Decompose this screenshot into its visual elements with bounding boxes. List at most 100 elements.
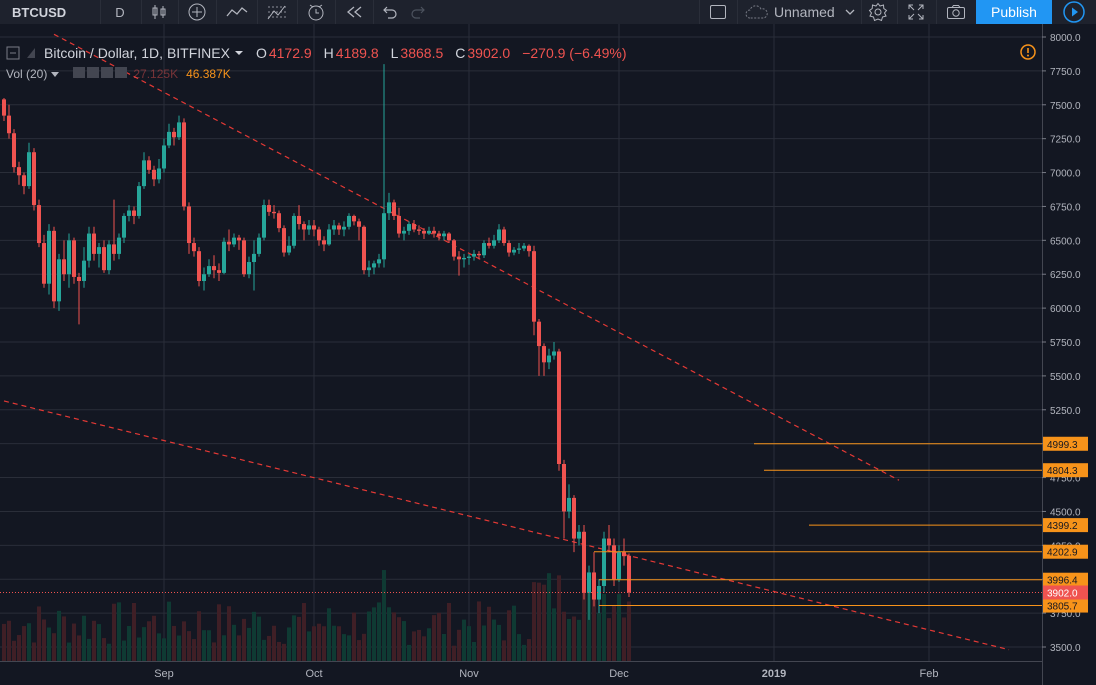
toolbar-divider — [737, 0, 738, 24]
price-tick-label: 7250.0 — [1050, 135, 1081, 146]
candle-body — [192, 243, 196, 252]
visibility-icon[interactable] — [73, 67, 86, 78]
volume-bar — [92, 620, 96, 661]
symbol-search-button[interactable]: BTCUSD — [0, 0, 70, 24]
volume-bar — [292, 615, 296, 661]
price-axis[interactable]: 8000.0 7750.0 7500.0 7250.0 7000.0 6750.0 6500… — [1042, 24, 1096, 685]
undo-button[interactable] — [377, 0, 403, 24]
volume-label[interactable]: Vol (20) — [6, 67, 48, 81]
time-tick-label: Dec — [609, 668, 629, 680]
last-price-label: 3902.0 — [1047, 589, 1078, 600]
candle-body — [222, 241, 226, 273]
candle-body — [307, 225, 311, 230]
warning-icon[interactable] — [1020, 44, 1036, 60]
line-tool-button[interactable] — [221, 0, 253, 24]
volume-bar — [242, 618, 246, 661]
add-indicator-button[interactable] — [182, 0, 212, 24]
price-tick-label: 4750.0 — [1050, 474, 1081, 485]
volume-bar — [627, 601, 631, 661]
candle-body — [87, 233, 91, 261]
candle-body — [17, 167, 21, 176]
volume-bar — [112, 603, 116, 661]
toolbar-divider — [861, 0, 862, 24]
candle-body — [537, 321, 541, 347]
candle-body — [512, 249, 516, 253]
time-tick-label: Oct — [305, 668, 322, 680]
volume-bar — [117, 602, 121, 661]
collapse-legend-icon[interactable] — [6, 46, 20, 60]
volume-bar — [217, 604, 221, 661]
candle-body — [557, 351, 561, 464]
alert-button[interactable] — [301, 0, 331, 24]
candle-body — [127, 210, 131, 216]
redo-button[interactable] — [405, 0, 431, 24]
chevron-down-icon — [845, 9, 855, 15]
alert-icon — [308, 4, 324, 21]
volume-bar — [532, 582, 536, 661]
volume-bar — [22, 626, 26, 661]
publish-button[interactable]: Publish — [976, 0, 1052, 24]
fullscreen-button[interactable] — [704, 0, 732, 24]
volume-bar — [232, 624, 236, 661]
volume-bar — [2, 623, 6, 661]
replay-button[interactable] — [339, 0, 369, 24]
price-tick-label: 3500.0 — [1050, 643, 1081, 654]
chevron-down-icon[interactable] — [51, 71, 60, 77]
candle-body — [247, 262, 251, 275]
low-value: 3868.5 — [400, 45, 444, 61]
volume-bar — [402, 621, 406, 661]
interval-button[interactable]: D — [104, 0, 136, 24]
candle-body — [327, 229, 331, 245]
volume-bar — [17, 635, 21, 661]
volume-bar — [612, 605, 616, 661]
volume-bar — [617, 594, 621, 661]
chart-type-button[interactable] — [145, 0, 173, 24]
fib-tool-button[interactable] — [261, 0, 293, 24]
candle-body — [42, 243, 46, 284]
volume-bar — [597, 612, 601, 661]
trend-line[interactable] — [53, 33, 900, 481]
last-price-tag — [1043, 585, 1088, 600]
candle-body — [282, 228, 286, 253]
volume-bar — [422, 636, 426, 661]
snapshot-button[interactable] — [940, 0, 972, 24]
volume-bar — [552, 608, 556, 661]
volume-bar — [67, 642, 71, 661]
volume-bar — [567, 618, 571, 661]
time-axis[interactable]: Sep Oct Nov Dec 2019 Feb — [0, 661, 1042, 685]
price-tick-label: 6750.0 — [1050, 202, 1081, 213]
plus-icon[interactable] — [101, 67, 114, 78]
volume-bar — [502, 640, 506, 661]
candle-body — [342, 226, 346, 230]
candle-body — [267, 205, 271, 212]
camera-icon — [947, 5, 965, 19]
play-button[interactable] — [1056, 0, 1092, 24]
volume-bar — [367, 611, 371, 661]
volume-bar — [557, 575, 561, 661]
chevron-down-icon[interactable] — [234, 50, 244, 56]
volume-legend: Vol (20) 27.125K 46.387K — [6, 67, 231, 81]
volume-bar — [482, 625, 486, 661]
settings-button[interactable] — [865, 0, 891, 24]
volume-bar — [417, 629, 421, 661]
trend-line[interactable] — [3, 400, 1010, 651]
volume-controls — [71, 67, 128, 81]
candle-body — [482, 243, 486, 256]
close-icon[interactable] — [115, 67, 128, 78]
expand-button[interactable] — [901, 0, 931, 24]
price-chart-plot[interactable] — [0, 24, 1042, 661]
volume-bar — [362, 633, 366, 661]
time-axis-background — [0, 661, 1042, 685]
volume-bar — [582, 591, 586, 661]
volume-bar — [37, 606, 41, 661]
volume-bar — [197, 611, 201, 661]
volume-bar — [527, 639, 531, 661]
layout-name-button[interactable]: Unnamed — [742, 0, 858, 24]
settings-icon[interactable] — [87, 67, 100, 78]
candle-body — [312, 225, 316, 230]
price-level-label: 3996.4 — [1047, 576, 1078, 587]
time-tick-label: Feb — [920, 668, 939, 680]
candle-body — [457, 256, 461, 260]
volume-bar — [257, 616, 261, 661]
chart-title[interactable]: Bitcoin / Dollar, 1D, BITFINEX — [44, 45, 230, 61]
